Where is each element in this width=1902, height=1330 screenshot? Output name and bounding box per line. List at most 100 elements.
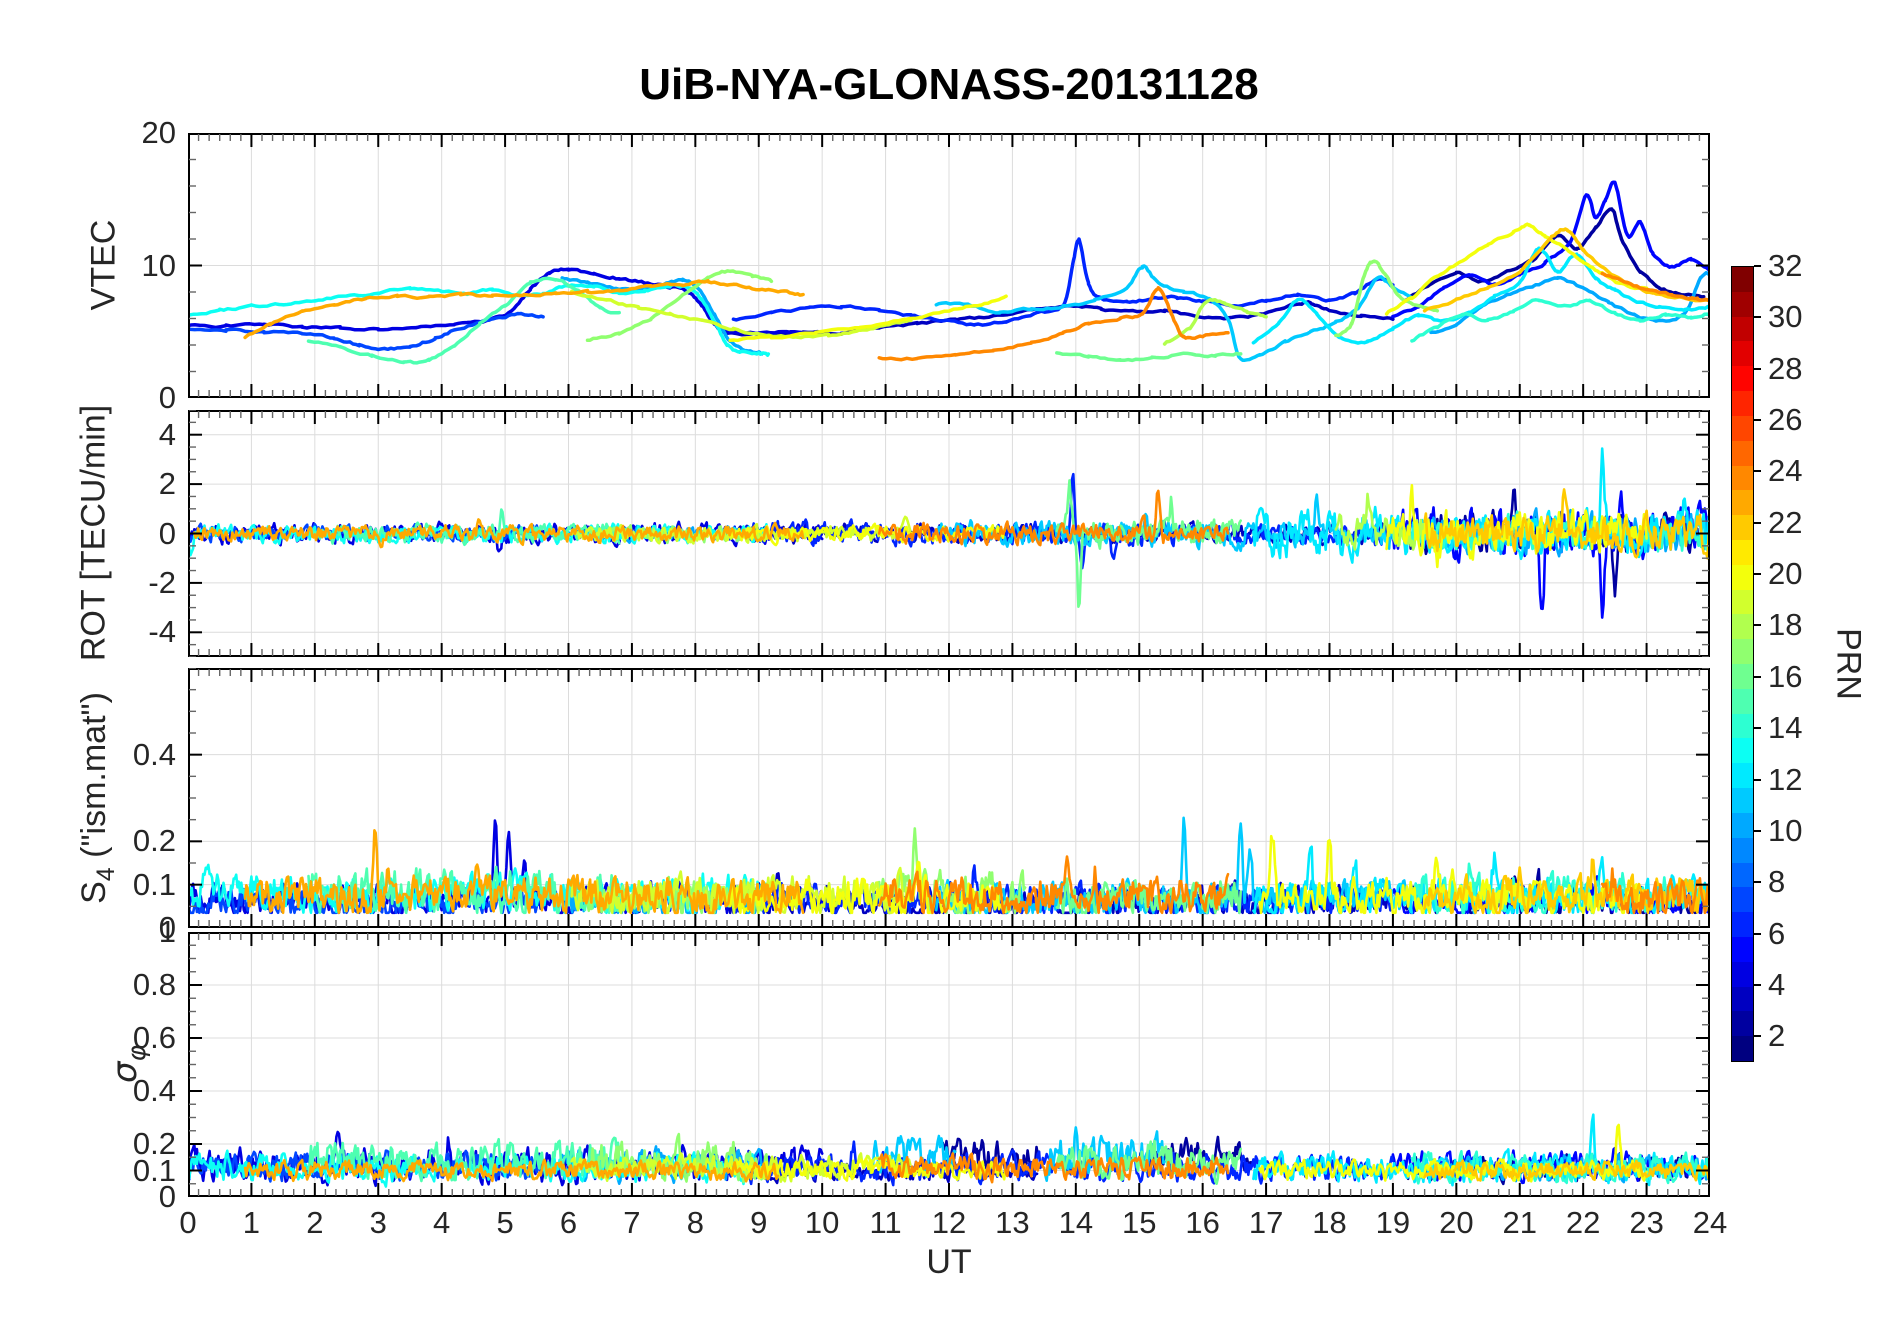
colorbar-tick-label: 18 [1768,607,1803,643]
x-tick-label: 7 [623,1205,641,1240]
vtec-panel [188,133,1710,398]
series-prn-17 [1334,259,1440,338]
colorbar-label: PRN [1829,628,1868,700]
y-tick-label-vtec: 20 [141,115,176,150]
rot-plot-area [188,410,1710,657]
colorbar-tick [1754,521,1761,524]
x-axis-label: UT [926,1243,972,1281]
y-tick-label-sigma: 0.2 [132,1126,176,1161]
x-tick-label: 6 [559,1205,578,1240]
colorbar-band-prn-28 [1732,366,1753,392]
y-tick-label-sigma: 0 [158,1179,176,1214]
series-prn-20 [728,1157,1007,1182]
x-tick-label: 12 [931,1205,967,1240]
x-tick-label: 24 [1692,1205,1728,1240]
x-tick-label: 10 [804,1205,840,1240]
series-prn-15 [307,508,621,547]
series-prn-14 [1410,298,1710,343]
y-tick-label-vtec: 0 [158,380,176,415]
series-prn-24 [1600,271,1710,303]
colorbar-band-prn-23 [1732,490,1753,516]
y-tick-label-rot: 2 [158,466,176,502]
x-tick-label: 19 [1375,1205,1411,1240]
series-prn-7 [188,311,545,352]
y-tick-label-s4: 0 [158,910,176,945]
x-tick-label: 13 [995,1205,1030,1240]
colorbar-tick-label: 14 [1768,710,1803,746]
sigma-plot-area [188,932,1710,1197]
colorbar-tick-label: 16 [1768,658,1803,694]
y-tick-label-s4: 0.2 [132,823,176,859]
colorbar-band-prn-30 [1732,316,1753,342]
series-prn-23 [243,829,805,915]
series-prn-15 [307,1136,621,1183]
series-prn-24 [877,286,1230,362]
colorbar-band-prn-7 [1732,887,1753,913]
series-prn-24 [877,489,1230,547]
series-prn-23 [193,518,805,549]
x-tick-label: 20 [1439,1205,1474,1240]
x-tick-label: 23 [1629,1205,1664,1240]
colorbar-band-prn-31 [1732,291,1753,317]
series-prn-22 [1423,1159,1710,1182]
colorbar-tick-label: 32 [1768,248,1803,283]
colorbar-tick [1754,778,1761,781]
colorbar-band-prn-21 [1732,539,1753,565]
series-prn-24 [877,1152,1230,1184]
colorbar-tick-label: 22 [1768,504,1803,540]
series-prn-16 [1055,351,1243,363]
colorbar-tick-label: 28 [1768,350,1803,386]
rot-panel [188,410,1710,657]
x-tick-label: 18 [1312,1205,1347,1240]
x-tick-label: 2 [306,1205,324,1240]
series-prn-24 [1600,867,1710,915]
colorbar-tick [1754,624,1761,627]
colorbar-tick-label: 10 [1768,812,1803,848]
series-prn-20 [1258,834,1648,915]
colorbar-band-prn-15 [1732,688,1753,714]
colorbar-tick-label: 8 [1768,864,1786,900]
series-prn-5 [1391,180,1710,319]
s4-panel [188,668,1710,928]
x-tick-label: 15 [1122,1205,1157,1240]
colorbar-band-prn-18 [1732,614,1753,640]
sigma-panel [188,932,1710,1197]
series-prn-23 [243,278,805,340]
series-prn-10 [1429,270,1710,335]
x-tick-label: 14 [1058,1205,1094,1240]
series-prn-20 [728,294,1008,343]
x-tick-label: 22 [1565,1205,1601,1240]
x-tick-label: 0 [179,1205,197,1240]
colorbar-band-prn-4 [1732,961,1753,987]
colorbar-band-prn-16 [1732,664,1753,689]
colorbar-tick [1754,367,1761,370]
colorbar-tick-label: 20 [1768,556,1803,592]
x-tick-label: 21 [1502,1205,1537,1240]
y-tick-label-rot: -2 [148,564,176,600]
x-tick-label: 1 [242,1205,261,1240]
colorbar-band-prn-6 [1732,912,1753,937]
x-tick-label: 4 [433,1205,451,1240]
colorbar-band-prn-1 [1732,1036,1753,1061]
colorbar-band-prn-27 [1732,391,1753,416]
colorbar-tick [1754,881,1761,884]
series-prn-10 [560,276,764,356]
colorbar-band-prn-14 [1732,713,1753,739]
colorbar-tick [1754,983,1761,986]
series-prn-18 [1334,492,1439,551]
colorbar-tick [1754,727,1761,730]
series-prn-24 [877,855,1230,915]
colorbar-tick [1754,265,1761,267]
colorbar-band-prn-26 [1732,415,1753,441]
colorbar-band-prn-10 [1732,812,1753,838]
colorbar-tick [1754,419,1761,422]
s4-plot-area [188,668,1710,928]
y-tick-label-rot: -4 [148,614,176,650]
series-prn-11 [871,1134,957,1179]
colorbar-tick [1754,470,1761,473]
chart-title: UiB-NYA-GLONASS-20131128 [639,60,1259,109]
colorbar-tick [1754,829,1761,832]
colorbar-band-prn-3 [1732,986,1753,1012]
colorbar-tick [1754,316,1761,319]
